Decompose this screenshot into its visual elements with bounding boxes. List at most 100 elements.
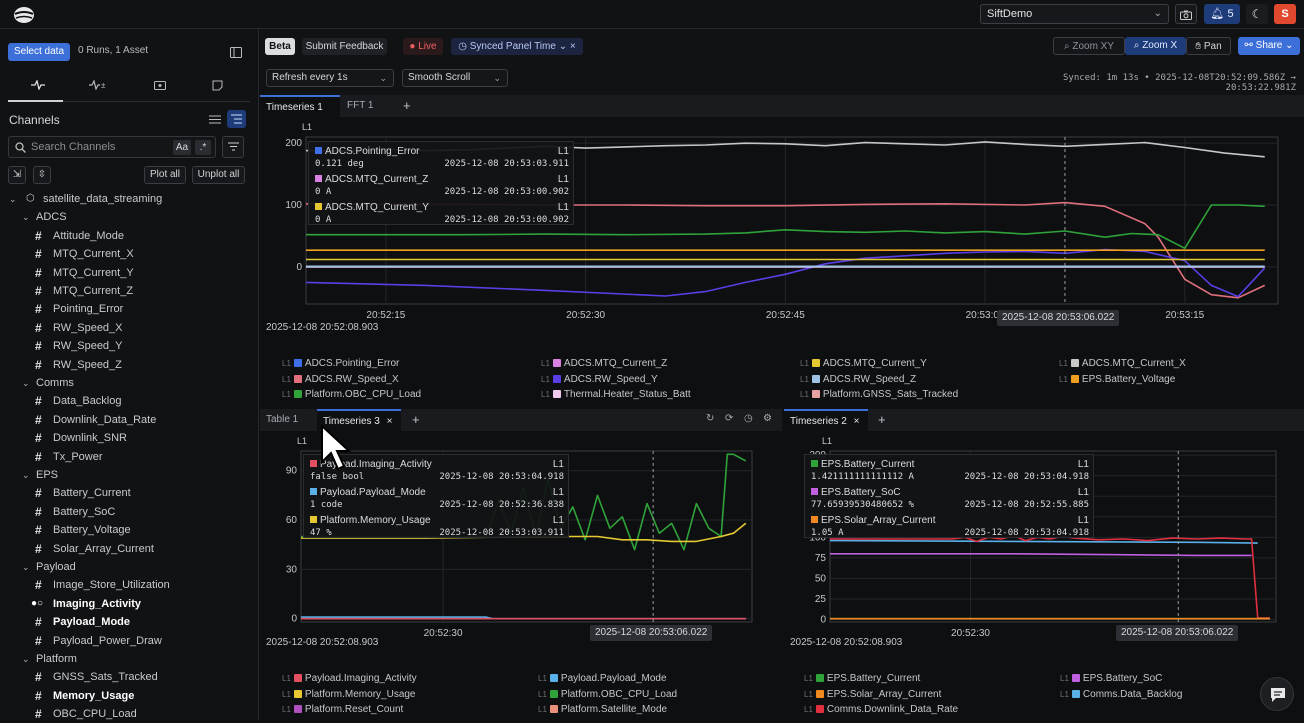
add-tab-button[interactable]: +	[403, 98, 411, 113]
notifications-button[interactable]: 🔔︎ 5	[1204, 4, 1240, 24]
tree-group-payload[interactable]: ⌄ Payload	[0, 558, 258, 576]
channel-item[interactable]: ●○ Imaging_Activity	[0, 595, 258, 613]
channel-item[interactable]: # MTQ_Current_X	[0, 245, 258, 263]
channel-item[interactable]: # Tx_Power	[0, 448, 258, 466]
tree-root[interactable]: ⌄ ⬡ satellite_data_streaming	[0, 190, 258, 208]
legend-item[interactable]: L1 Comms.Data_Backlog	[1060, 688, 1182, 702]
search-channels-field[interactable]: Aa .*	[8, 136, 216, 158]
refresh-interval-select[interactable]: Refresh every 1s ⌄	[266, 69, 394, 87]
tab-channels[interactable]	[28, 79, 48, 96]
legend-item[interactable]: L1 EPS.Solar_Array_Current	[804, 688, 941, 702]
tab-fft-1[interactable]: FFT 1	[347, 100, 374, 111]
share-button[interactable]: ⚯ Share ⌄	[1238, 37, 1300, 55]
channel-item[interactable]: # Downlink_Data_Rate	[0, 411, 258, 429]
select-data-button[interactable]: Select data	[8, 43, 70, 61]
channel-item[interactable]: # Solar_Array_Current	[0, 540, 258, 558]
close-tab-icon[interactable]: ×	[853, 416, 860, 427]
help-chat-button[interactable]	[1260, 677, 1294, 711]
tab-assets[interactable]	[150, 80, 170, 96]
channel-item[interactable]: # Battery_Voltage	[0, 521, 258, 539]
channel-item[interactable]: # Battery_Current	[0, 484, 258, 502]
synced-panel-time-button[interactable]: ◷ Synced Panel Time ⌄ ×	[451, 38, 583, 55]
channel-item[interactable]: # Memory_Usage	[0, 687, 258, 705]
legend-item[interactable]: L1 EPS.Battery_SoC	[1060, 672, 1162, 686]
tab-calculated-channels[interactable]: ±	[88, 79, 108, 96]
regex-toggle[interactable]: .*	[195, 140, 211, 155]
tab-timeseries-2[interactable]: Timeseries 2 ×	[784, 409, 868, 431]
screenshot-button[interactable]	[1175, 4, 1197, 24]
collapse-all-button[interactable]: ⇲	[8, 166, 26, 184]
legend-item[interactable]: L1 Platform.GNSS_Sats_Tracked	[800, 388, 958, 402]
channel-item[interactable]: # RW_Speed_Z	[0, 356, 258, 374]
channel-item[interactable]: # Payload_Mode	[0, 613, 258, 631]
tree-group-comms[interactable]: ⌄ Comms	[0, 374, 258, 392]
channel-item[interactable]: # Image_Store_Utilization	[0, 576, 258, 594]
submit-feedback-button[interactable]: Submit Feedback	[302, 38, 387, 55]
refresh-icon[interactable]: ↻	[706, 413, 715, 424]
legend-item[interactable]: L1 Platform.Satellite_Mode	[538, 703, 667, 717]
legend-item[interactable]: L1 Payload.Imaging_Activity	[282, 672, 417, 686]
channel-item[interactable]: # MTQ_Current_Z	[0, 282, 258, 300]
channel-item[interactable]: # Payload_Power_Draw	[0, 632, 258, 650]
pan-button[interactable]: ✋︎ Pan	[1186, 37, 1231, 55]
channel-item[interactable]: # Data_Backlog	[0, 392, 258, 410]
list-view-icon[interactable]	[209, 115, 221, 124]
legend-item[interactable]: L1 Platform.OBC_CPU_Load	[282, 388, 421, 402]
collapse-sidebar-icon[interactable]	[230, 47, 242, 58]
match-case-toggle[interactable]: Aa	[173, 140, 191, 155]
legend-item[interactable]: L1 ADCS.RW_Speed_X	[282, 373, 399, 387]
sift-logo-icon[interactable]	[12, 6, 36, 24]
tab-notes[interactable]	[207, 80, 227, 96]
legend-item[interactable]: L1 ADCS.MTQ_Current_X	[1059, 357, 1186, 371]
live-button[interactable]: ● Live	[403, 38, 443, 55]
legend-item[interactable]: L1 Comms.Downlink_Data_Rate	[804, 703, 958, 717]
legend-item[interactable]: L1 Platform.OBC_CPU_Load	[538, 688, 677, 702]
legend-item[interactable]: L1 ADCS.RW_Speed_Z	[800, 373, 916, 387]
tree-group-adcs[interactable]: ⌄ ADCS	[0, 208, 258, 226]
channel-item[interactable]: # RW_Speed_X	[0, 319, 258, 337]
tab-timeseries-1[interactable]: Timeseries 1	[260, 95, 340, 117]
legend-item[interactable]: L1 Thermal.Heater_Status_Batt	[541, 388, 691, 402]
channel-item[interactable]: # RW_Speed_Y	[0, 337, 258, 355]
channel-item[interactable]: # Pointing_Error	[0, 300, 258, 318]
reload-icon[interactable]: ⟳	[725, 413, 734, 424]
legend-item[interactable]: L1 ADCS.MTQ_Current_Y	[800, 357, 927, 371]
legend-item[interactable]: L1 EPS.Battery_Current	[804, 672, 920, 686]
legend-item[interactable]: L1 Platform.Reset_Count	[282, 703, 403, 717]
history-icon[interactable]: ◷	[744, 413, 753, 424]
add-tab-button[interactable]: +	[412, 412, 420, 427]
channel-item[interactable]: # Downlink_SNR	[0, 429, 258, 447]
legend-item[interactable]: L1 Platform.Memory_Usage	[282, 688, 416, 702]
plot-all-button[interactable]: Plot all	[144, 166, 186, 184]
close-icon[interactable]: ×	[569, 41, 576, 52]
search-channels-input[interactable]	[31, 140, 161, 154]
scroll-mode-select[interactable]: Smooth Scroll ⌄	[402, 69, 508, 87]
asset-select[interactable]: SiftDemo ⌄	[980, 4, 1169, 24]
user-avatar[interactable]: S	[1274, 4, 1296, 24]
add-tab-button[interactable]: +	[878, 412, 886, 427]
zoom-xy-button[interactable]: ⌕ Zoom XY	[1053, 37, 1125, 55]
channel-item[interactable]: # Battery_SoC	[0, 503, 258, 521]
channel-item[interactable]: # OBC_CPU_Load	[0, 705, 258, 723]
tree-group-eps[interactable]: ⌄ EPS	[0, 466, 258, 484]
tree-group-platform[interactable]: ⌄ Platform	[0, 650, 258, 668]
legend-item[interactable]: L1 ADCS.RW_Speed_Y	[541, 373, 658, 387]
legend-item[interactable]: L1 Payload.Payload_Mode	[538, 672, 667, 686]
channel-item[interactable]: # Attitude_Mode	[0, 227, 258, 245]
settings-icon[interactable]: ⚙	[763, 413, 772, 424]
unplot-all-button[interactable]: Unplot all	[192, 166, 245, 184]
legend-item[interactable]: L1 EPS.Battery_Voltage	[1059, 373, 1175, 387]
tab-timeseries-3[interactable]: Timeseries 3 ×	[317, 409, 401, 431]
expand-all-button[interactable]: ⇳	[33, 166, 51, 184]
close-tab-icon[interactable]: ×	[386, 416, 393, 427]
channel-item[interactable]: # GNSS_Sats_Tracked	[0, 668, 258, 686]
channel-item[interactable]: # MTQ_Current_Y	[0, 264, 258, 282]
legend-item[interactable]: L1 ADCS.Pointing_Error	[282, 357, 399, 371]
zoom-x-button[interactable]: ⌕ Zoom X	[1125, 37, 1186, 55]
tree-view-button[interactable]	[227, 110, 246, 128]
channel-label: Pointing_Error	[53, 303, 124, 316]
legend-item[interactable]: L1 ADCS.MTQ_Current_Z	[541, 357, 667, 371]
filter-button[interactable]	[222, 136, 244, 158]
theme-toggle-button[interactable]: ☾	[1246, 4, 1268, 24]
tab-table-1[interactable]: Table 1	[266, 414, 299, 425]
